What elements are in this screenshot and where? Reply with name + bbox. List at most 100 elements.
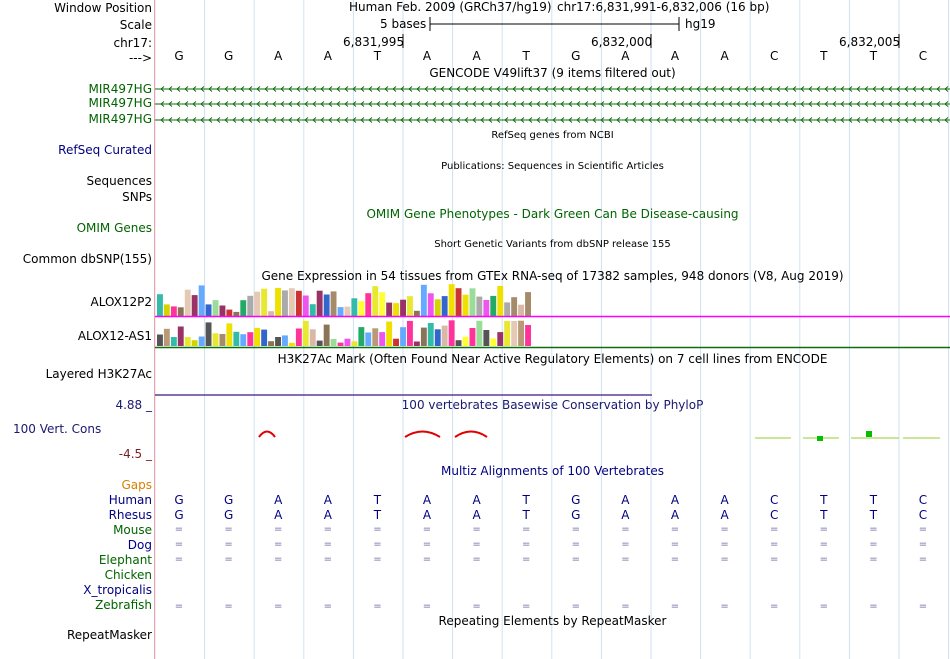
species-label-elephant[interactable]: Elephant <box>98 553 152 567</box>
gtex-tissue-bar <box>393 303 399 316</box>
human-base: A <box>323 493 332 507</box>
gtex-tissue-bar <box>344 306 351 316</box>
alignment-match-symbol: = <box>472 554 481 565</box>
gtex-tissue-bar <box>386 321 393 346</box>
scale-text: 5 bases <box>380 17 427 31</box>
species-label-rhesus[interactable]: Rhesus <box>108 508 152 522</box>
track-graphics <box>155 17 950 441</box>
coord-tick-label: 6,832,000 <box>591 35 653 49</box>
sequence-base: A <box>274 49 283 63</box>
gtex-gene-label[interactable]: ALOX12P2 <box>90 295 152 309</box>
gtex-tissue-bar <box>379 292 386 316</box>
alignment-match-symbol: = <box>422 524 432 535</box>
gtex-tissue-bar <box>295 290 302 316</box>
alignment-match-symbol: = <box>918 539 928 550</box>
multiz-track-title[interactable]: Multiz Alignments of 100 Vertebrates <box>440 464 665 478</box>
gtex-tissue-bar <box>518 304 524 316</box>
sequence-base: A <box>670 49 680 63</box>
h3k27ac-track-title[interactable]: H3K27Ac Mark (Often Found Near Active Re… <box>277 352 828 366</box>
alignment-match-symbol: = <box>323 539 332 550</box>
alignment-match-symbol: = <box>670 539 680 550</box>
gtex-tissue-bar <box>386 302 393 316</box>
gtex-tissue-bar <box>233 311 240 316</box>
alignment-match-symbol: = <box>819 539 828 550</box>
gtex-tissue-bar <box>490 338 497 346</box>
rhesus-base: A <box>670 508 680 522</box>
rhesus-base: C <box>769 508 779 522</box>
species-label-zebrafish[interactable]: Zebrafish <box>95 598 152 612</box>
repeatmasker-track-title[interactable]: Repeating Elements by RepeatMasker <box>438 614 667 628</box>
alignment-match-symbol: = <box>769 601 779 612</box>
species-label-dog[interactable]: Dog <box>127 538 152 552</box>
alignment-match-symbol: = <box>273 539 283 550</box>
gencode-item-label[interactable]: MIR497HG <box>88 112 152 126</box>
gtex-tissue-bar <box>302 295 309 316</box>
publications-snps-label[interactable]: SNPs <box>122 190 152 204</box>
alignment-match-symbol: = <box>621 539 630 550</box>
gtex-tissue-bar <box>198 336 205 346</box>
omim-track-label[interactable]: OMIM Genes <box>76 221 152 235</box>
human-base: A <box>472 493 481 507</box>
gtex-tissue-bar <box>309 329 316 346</box>
publications-track-title[interactable]: Publications: Sequences in Scientific Ar… <box>441 161 664 172</box>
gtex-tissue-bar <box>427 293 434 316</box>
sequence-base: C <box>769 49 779 63</box>
gtex-tissue-bar <box>407 296 413 316</box>
refseq-track-label[interactable]: RefSeq Curated <box>58 143 152 157</box>
phylop-track-title[interactable]: 100 vertebrates Basewise Conservation by… <box>401 398 704 412</box>
alignment-match-symbol: = <box>670 554 680 565</box>
species-label-mouse[interactable]: Mouse <box>113 523 152 537</box>
gtex-tissue-bar <box>288 288 295 316</box>
refseq-track-title[interactable]: RefSeq genes from NCBI <box>491 130 614 141</box>
gtex-tissue-bar <box>413 341 420 346</box>
gtex-tissue-bar <box>226 309 233 316</box>
publications-sequences-label[interactable]: Sequences <box>86 174 152 188</box>
species-label-xtropicalis[interactable]: X_tropicalis <box>83 583 152 597</box>
repeatmasker-track-label[interactable]: RepeatMasker <box>66 628 152 642</box>
scale-label: Scale <box>119 18 152 32</box>
gtex-tissue-bar <box>420 327 427 346</box>
alignment-match-symbol: = <box>373 601 382 612</box>
alignment-match-symbol: = <box>769 524 779 535</box>
gtex-gene-label[interactable]: ALOX12-AS1 <box>77 329 152 343</box>
gtex-tissue-bar <box>511 297 518 316</box>
omim-track-title[interactable]: OMIM Gene Phenotypes - Dark Green Can Be… <box>366 207 739 221</box>
gtex-tissue-bar <box>358 301 365 316</box>
gencode-item-label[interactable]: MIR497HG <box>88 96 152 110</box>
gtex-tissue-bar <box>372 286 379 316</box>
gtex-tissue-bar <box>191 295 198 316</box>
strand-arrow-label: ---> <box>128 51 152 65</box>
species-label-chicken[interactable]: Chicken <box>104 568 152 582</box>
h3k27ac-track-label[interactable]: Layered H3K27Ac <box>45 367 152 381</box>
alignment-match-symbol: = <box>422 601 432 612</box>
dbsnp-track-label[interactable]: Common dbSNP(155) <box>22 252 152 266</box>
human-base: C <box>769 493 779 507</box>
gtex-tissue-bar <box>170 306 177 316</box>
gtex-tissue-bar <box>275 337 281 346</box>
alignment-match-symbol: = <box>918 524 928 535</box>
gtex-tissue-bar <box>441 325 448 346</box>
rhesus-base: A <box>621 508 630 522</box>
phylop-track-label[interactable]: 100 Vert. Cons <box>13 422 102 436</box>
gencode-item-label[interactable]: MIR497HG <box>88 82 152 96</box>
gtex-tissue-bar <box>413 310 420 316</box>
species-label-human[interactable]: Human <box>108 493 152 507</box>
track-data-area[interactable]: Human Feb. 2009 (GRCh37/hg19) chr17:6,83… <box>155 0 950 659</box>
gtex-tissue-bar <box>497 332 504 346</box>
alignment-match-symbol: = <box>224 539 233 550</box>
alignment-match-symbol: = <box>720 601 729 612</box>
alignment-match-symbol: = <box>373 524 382 535</box>
gencode-track-title[interactable]: GENCODE V49lift37 (9 items filtered out) <box>429 66 676 80</box>
sequence-base: A <box>472 49 481 63</box>
alignment-match-symbol: = <box>521 524 531 535</box>
coord-tick-label: 6,832,005 <box>839 35 901 49</box>
gtex-track-title[interactable]: Gene Expression in 54 tissues from GTEx … <box>261 269 844 283</box>
dbsnp-track-title[interactable]: Short Genetic Variants from dbSNP releas… <box>434 239 671 250</box>
gtex-tissue-bar <box>163 328 170 346</box>
human-base: T <box>373 493 382 507</box>
alignment-match-symbol: = <box>918 601 928 612</box>
gtex-tissue-bar <box>254 327 261 346</box>
gtex-tissue-bar <box>219 334 226 346</box>
human-base: C <box>918 493 928 507</box>
sequence-base: G <box>571 49 581 63</box>
